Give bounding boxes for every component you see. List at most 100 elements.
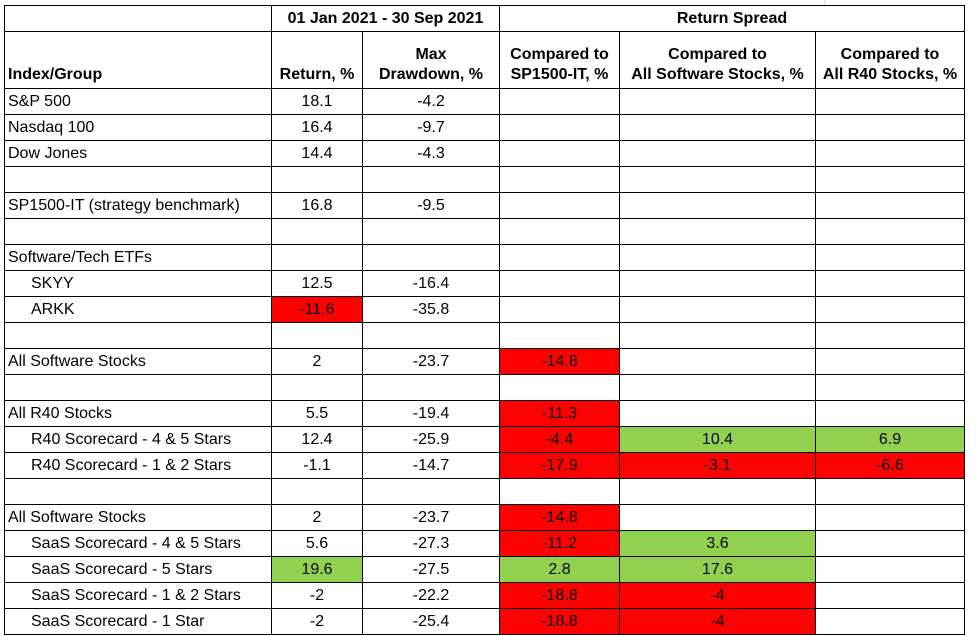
drawdown-cell: -4.3 (362, 140, 500, 167)
row-label-cell: SP1500-IT (strategy benchmark) (4, 192, 272, 219)
return-cell: 19.6 (271, 556, 363, 583)
row-label-cell: SKYY (4, 270, 272, 297)
drawdown-cell: -4.2 (362, 88, 500, 115)
spread-vs-software-cell: 10.4 (619, 426, 816, 453)
spacer-row (4, 478, 965, 505)
spread-vs-software-cell (619, 192, 816, 219)
return-spread-header: Return Spread (499, 5, 965, 32)
table-row: All Software Stocks 2 -23.7 -14.8 (4, 348, 965, 375)
return-cell (271, 244, 363, 271)
row-label-cell: R40 Scorecard - 4 & 5 Stars (4, 426, 272, 453)
spread-vs-r40-cell (815, 608, 965, 635)
spread-vs-software-cell (619, 348, 816, 375)
drawdown-cell: -9.7 (362, 114, 500, 141)
table-row: Dow Jones 14.4 -4.3 (4, 140, 965, 167)
spread-vs-sp1500-cell: -4.4 (499, 426, 620, 453)
spread-vs-r40-cell (815, 556, 965, 583)
drawdown-cell (362, 218, 500, 245)
spread-vs-sp1500-cell (499, 478, 620, 505)
table-row: SaaS Scorecard - 5 Stars 19.6 -27.5 2.8 17.6 (4, 556, 965, 583)
col-header-vs-software-line2: All Software Stocks, % (631, 66, 804, 83)
col-header-index: Index/Group (4, 31, 272, 89)
spread-vs-software-cell (619, 166, 816, 193)
spread-vs-sp1500-cell: 2.8 (499, 556, 620, 583)
col-header-return: Return, % (271, 31, 363, 89)
drawdown-cell: -27.3 (362, 530, 500, 557)
spread-vs-r40-cell (815, 348, 965, 375)
period-header: 01 Jan 2021 - 30 Sep 2021 (271, 5, 500, 32)
row-label-cell: SaaS Scorecard - 4 & 5 Stars (4, 530, 272, 557)
table-row: All R40 Stocks 5.5 -19.4 -11.3 (4, 400, 965, 427)
spread-vs-r40-cell (815, 530, 965, 557)
spread-vs-sp1500-cell (499, 322, 620, 349)
col-header-vs-sp1500: Compared to SP1500-IT, % (499, 31, 620, 89)
spread-vs-sp1500-cell: -18.8 (499, 582, 620, 609)
spread-vs-sp1500-cell (499, 374, 620, 401)
spread-vs-r40-cell (815, 140, 965, 167)
spread-vs-sp1500-cell (499, 114, 620, 141)
table-row: Software/Tech ETFs (4, 244, 965, 271)
table-row: Nasdaq 100 16.4 -9.7 (4, 114, 965, 141)
return-cell: 12.5 (271, 270, 363, 297)
return-cell: -1.1 (271, 452, 363, 479)
row-label-cell: ARKK (4, 296, 272, 323)
spread-vs-r40-cell: 6.9 (815, 426, 965, 453)
spread-vs-r40-cell (815, 192, 965, 219)
table-row: S&P 500 18.1 -4.2 (4, 88, 965, 115)
spread-vs-sp1500-cell (499, 140, 620, 167)
return-cell: 16.4 (271, 114, 363, 141)
row-label-cell: SaaS Scorecard - 5 Stars (4, 556, 272, 583)
spread-vs-r40-cell (815, 582, 965, 609)
spread-vs-r40-cell (815, 504, 965, 531)
return-cell: 2 (271, 504, 363, 531)
col-header-vs-r40: Compared to All R40 Stocks, % (815, 31, 965, 89)
return-cell (271, 322, 363, 349)
spread-vs-sp1500-cell (499, 88, 620, 115)
col-header-vs-software-line1: Compared to (668, 46, 767, 63)
col-header-drawdown-line1: Max (415, 46, 447, 63)
row-label-cell (4, 322, 272, 349)
return-cell (271, 478, 363, 505)
spread-vs-software-cell: 3.6 (619, 530, 816, 557)
spread-vs-sp1500-cell (499, 192, 620, 219)
drawdown-cell (362, 244, 500, 271)
spacer-row (4, 218, 965, 245)
row-label-cell (4, 374, 272, 401)
spread-vs-sp1500-cell: -11.2 (499, 530, 620, 557)
row-label-cell: Nasdaq 100 (4, 114, 272, 141)
col-header-vs-r40-line1: Compared to (840, 46, 940, 63)
spread-vs-r40-cell (815, 296, 965, 323)
row-label-cell: R40 Scorecard - 1 & 2 Stars (4, 452, 272, 479)
table-row: All Software Stocks 2 -23.7 -14.8 (4, 504, 965, 531)
drawdown-cell: -25.9 (362, 426, 500, 453)
drawdown-cell (362, 322, 500, 349)
row-label-cell (4, 166, 272, 193)
spread-vs-sp1500-cell (499, 270, 620, 297)
spread-vs-sp1500-cell: -11.3 (499, 400, 620, 427)
return-cell (271, 166, 363, 193)
return-cell: 5.5 (271, 400, 363, 427)
spread-vs-software-cell (619, 374, 816, 401)
table-row: SaaS Scorecard - 1 Star -2 -25.4 -18.8 -4 (4, 608, 965, 635)
return-cell: -11.6 (271, 296, 363, 323)
spread-vs-software-cell (619, 270, 816, 297)
spacer-row (4, 374, 965, 401)
spread-vs-software-cell (619, 400, 816, 427)
spread-vs-r40-cell (815, 374, 965, 401)
row-label-cell: Software/Tech ETFs (4, 244, 272, 271)
spread-vs-software-cell (619, 296, 816, 323)
spread-vs-sp1500-cell (499, 218, 620, 245)
table-row: R40 Scorecard - 1 & 2 Stars -1.1 -14.7 -17.… (4, 452, 965, 479)
spread-vs-r40-cell (815, 322, 965, 349)
drawdown-cell: -23.7 (362, 348, 500, 375)
returns-table: 01 Jan 2021 - 30 Sep 2021 Return Spread … (4, 5, 965, 635)
spread-vs-software-cell (619, 322, 816, 349)
spread-vs-software-cell (619, 478, 816, 505)
header-row-columns: Index/Group Return, % Max Drawdown, % Com… (4, 31, 965, 89)
empty-column-edge (824, 0, 977, 5)
drawdown-cell (362, 478, 500, 505)
return-cell (271, 218, 363, 245)
col-header-drawdown-line2: Drawdown, % (378, 66, 483, 83)
spread-vs-software-cell (619, 88, 816, 115)
row-label-cell: SaaS Scorecard - 1 Star (4, 608, 272, 635)
